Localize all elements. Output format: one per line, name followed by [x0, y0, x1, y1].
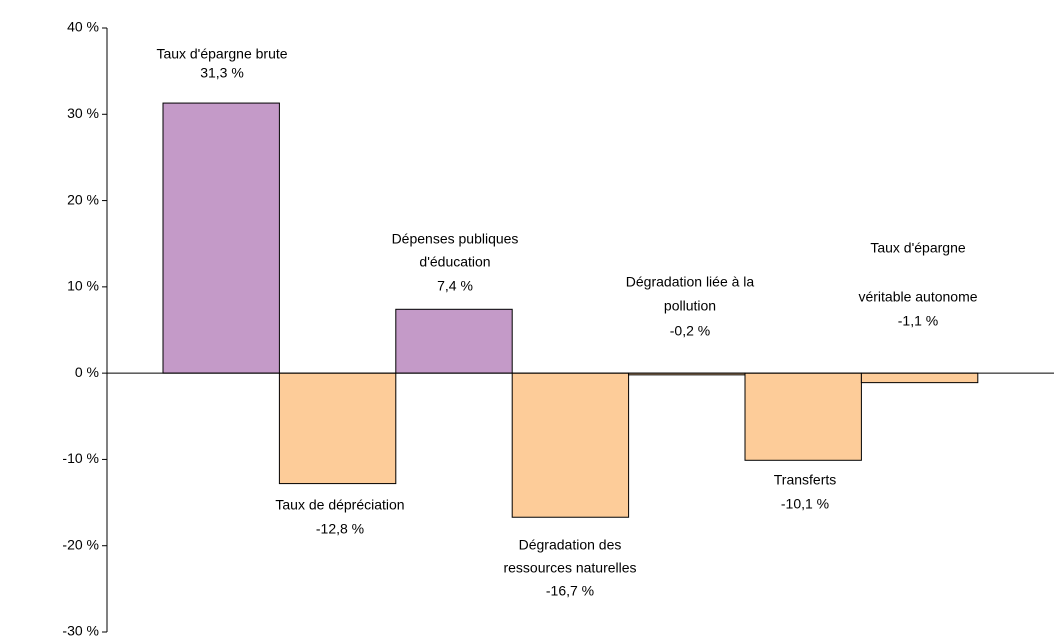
category-label: véritable autonome — [858, 289, 977, 305]
value-label: -12,8 % — [316, 521, 364, 537]
value-label: 7,4 % — [437, 278, 473, 294]
category-label: Dégradation liée à la — [626, 274, 755, 290]
category-label: Transferts — [774, 472, 837, 488]
category-label: Dépenses publiques — [392, 231, 519, 247]
y-tick-label: -30 % — [62, 623, 99, 639]
y-tick-label: -10 % — [62, 450, 99, 466]
category-label: ressources naturelles — [503, 560, 636, 576]
category-label: d'éducation — [419, 254, 490, 270]
bar — [860, 372, 979, 384]
bar — [162, 102, 280, 374]
y-tick-label: 40 % — [67, 19, 99, 35]
bar — [744, 372, 862, 461]
value-label: -0,2 % — [670, 323, 710, 339]
value-label: -10,1 % — [781, 496, 829, 512]
bar — [395, 308, 513, 374]
category-label: Taux d'épargne — [870, 240, 966, 256]
y-tick-label: -20 % — [62, 536, 99, 552]
category-label: Taux d'épargne brute — [156, 46, 287, 62]
y-tick-label: 0 % — [75, 364, 99, 380]
category-label: Dégradation des — [519, 537, 622, 553]
bar — [278, 372, 397, 485]
y-tick-label: 30 % — [67, 105, 99, 121]
y-tick-label: 20 % — [67, 191, 99, 207]
value-label: -1,1 % — [898, 313, 938, 329]
category-label: Taux de dépréciation — [275, 497, 404, 513]
value-label: 31,3 % — [200, 65, 244, 81]
bar — [511, 372, 630, 518]
value-label: -16,7 % — [546, 583, 594, 599]
category-label: pollution — [664, 298, 716, 314]
y-tick-label: 10 % — [67, 278, 99, 294]
